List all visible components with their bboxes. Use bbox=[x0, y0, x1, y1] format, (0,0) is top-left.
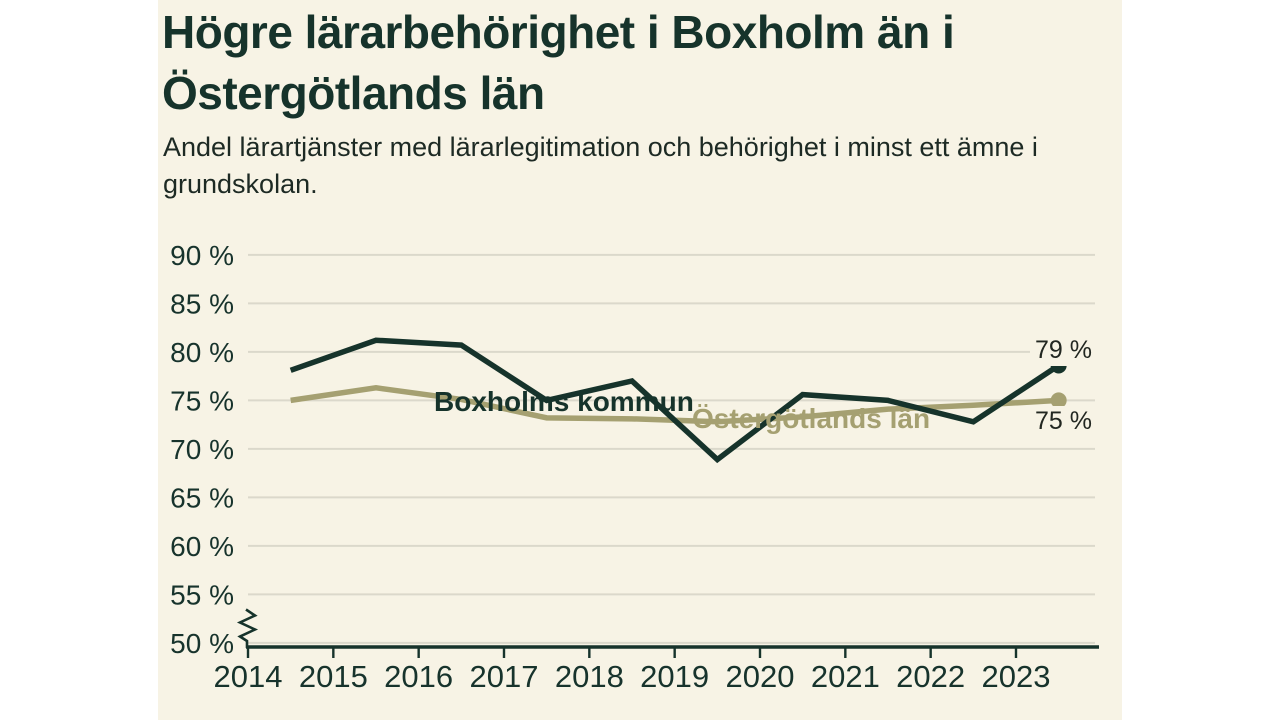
series-label-boxholms-kommun: Boxholms kommun bbox=[434, 386, 694, 417]
chart-title: Högre lärarbehörighet i Boxholm än i Öst… bbox=[162, 2, 1112, 124]
x-axis-label-2014: 2014 bbox=[214, 659, 283, 694]
x-axis-label-2020: 2020 bbox=[726, 659, 795, 694]
end-value-label-boxholms-kommun: 79 % bbox=[1030, 335, 1097, 366]
x-axis-label-2015: 2015 bbox=[299, 659, 368, 694]
x-axis-label-2023: 2023 bbox=[982, 659, 1051, 694]
series-label-ostergotlands-lan: Östergötlands län bbox=[692, 403, 931, 434]
x-axis-label-2016: 2016 bbox=[384, 659, 453, 694]
end-value-label-ostergotlands-lan: 75 % bbox=[1030, 406, 1097, 437]
line-chart: 90 % 85 % 80 % 75 % 70 % 65 % 60 % 55 % 50 %2014… bbox=[170, 240, 1099, 694]
y-axis-label-75: 75 % bbox=[170, 385, 234, 416]
y-axis-label-85: 85 % bbox=[170, 288, 234, 319]
chart-subtitle-line2: grundskolan. bbox=[163, 169, 318, 199]
y-axis-label-60: 60 % bbox=[170, 531, 234, 562]
y-axis-label-90: 90 % bbox=[170, 240, 234, 271]
chart-title-line2: Östergötlands län bbox=[162, 67, 545, 119]
chart-subtitle-line1: Andel lärartjänster med lärarlegitimatio… bbox=[163, 132, 1038, 162]
x-axis-label-2018: 2018 bbox=[555, 659, 624, 694]
chart-subtitle: Andel lärartjänster med lärarlegitimatio… bbox=[163, 129, 1113, 203]
y-axis-label-55: 55 % bbox=[170, 579, 234, 610]
axis-break-zigzag bbox=[236, 608, 259, 648]
x-axis-label-2017: 2017 bbox=[470, 659, 539, 694]
end-point-ostergotlands-lan bbox=[1050, 392, 1067, 409]
x-axis-label-2021: 2021 bbox=[811, 659, 880, 694]
y-axis-label-70: 70 % bbox=[170, 434, 234, 465]
x-axis-label-2022: 2022 bbox=[896, 659, 965, 694]
x-axis-label-2019: 2019 bbox=[640, 659, 709, 694]
chart-title-line1: Högre lärarbehörighet i Boxholm än i bbox=[162, 6, 955, 58]
chart-card: Högre lärarbehörighet i Boxholm än i Öst… bbox=[158, 0, 1122, 720]
y-axis-label-50: 50 % bbox=[170, 628, 234, 659]
y-axis-label-65: 65 % bbox=[170, 482, 234, 513]
y-axis-label-80: 80 % bbox=[170, 337, 234, 368]
series-line-boxholms-kommun bbox=[289, 337, 1061, 464]
